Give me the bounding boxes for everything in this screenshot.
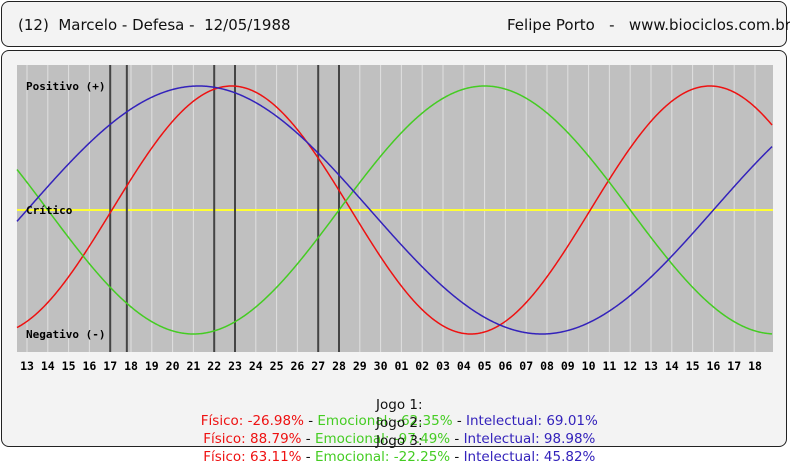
x-tick-label: 16: [706, 359, 720, 373]
legend-emocional-value: Emocional: -97.49%: [314, 431, 451, 447]
header-panel: (12) Marcelo - Defesa - 12/05/1988 Felip…: [1, 1, 790, 47]
positive-level-label: Positivo (+): [26, 80, 105, 93]
legend-intelectual-value: Intelectual: 98.98%: [463, 431, 596, 447]
negative-level-label: Negativo (-): [26, 328, 105, 341]
x-tick-label: 30: [374, 359, 388, 373]
x-tick-label: 19: [145, 359, 159, 373]
legend-emocional-value: Emocional: -22.25%: [314, 449, 451, 465]
chart-subject-title: (12) Marcelo - Defesa - 12/05/1988: [18, 16, 291, 34]
x-tick-label: 05: [478, 359, 492, 373]
x-tick-label: 27: [311, 359, 325, 373]
legend-separator: -: [301, 431, 315, 447]
x-tick-label: 26: [290, 359, 304, 373]
x-tick-label: 11: [602, 359, 616, 373]
x-tick-label: 14: [665, 359, 679, 373]
critical-level-label: Crítico: [26, 204, 73, 217]
legend-row-3: Jogo 3: Físico: 63.11% - Emocional: -22.…: [0, 417, 790, 465]
author-site-label: Felipe Porto - www.biociclos.com.br: [507, 16, 790, 34]
x-tick-label: 23: [228, 359, 242, 373]
x-tick-label: 25: [270, 359, 284, 373]
x-tick-label: 16: [82, 359, 96, 373]
legend-fisico-value: Físico: 88.79%: [203, 431, 302, 447]
x-tick-label: 13: [644, 359, 658, 373]
legend-emocional-value: Emocional: -62.35%: [317, 413, 453, 429]
legend-separator: -: [303, 413, 318, 429]
x-tick-label: 15: [62, 359, 76, 373]
legend-separator: -: [452, 413, 467, 429]
legend-intelectual-value: Intelectual: 69.01%: [466, 413, 598, 429]
legend-row-2: Jogo 2: Físico: 88.79% - Emocional: -97.…: [0, 399, 790, 447]
x-tick-label: 01: [394, 359, 408, 373]
series-line-emocional: [16, 85, 773, 335]
legend-fisico-value: Físico: -26.98%: [200, 413, 304, 429]
x-tick-label: 17: [727, 359, 741, 373]
x-tick-label: 17: [103, 359, 117, 373]
legend-game-label: Jogo 1:: [376, 397, 423, 413]
x-tick-label: 07: [519, 359, 533, 373]
x-tick-label: 28: [332, 359, 346, 373]
legend-game-label: Jogo 2:: [376, 415, 423, 431]
series-lines: [16, 85, 773, 335]
x-tick-label: 29: [353, 359, 367, 373]
biorhythm-chart: Positivo (+) Crítico Negativo (-) 13 14 15…: [16, 65, 773, 373]
x-tick-label: 04: [457, 359, 471, 373]
legend-intelectual-value: Intelectual: 45.82%: [463, 449, 596, 465]
x-tick-label: 15: [686, 359, 700, 373]
legend-fisico-value: Físico: 63.11%: [203, 449, 302, 465]
x-tick-label: 14: [41, 359, 55, 373]
x-tick-label: 02: [415, 359, 429, 373]
series-line-fisico: [16, 85, 773, 335]
x-tick-label: 20: [166, 359, 180, 373]
x-tick-label: 22: [207, 359, 221, 373]
legend-row-1: Jogo 1: Físico: -26.98% - Emocional: -62…: [0, 381, 790, 429]
series-line-intelectual: [16, 85, 773, 335]
x-tick-label: 10: [582, 359, 596, 373]
legend-game-label: Jogo 3:: [376, 433, 423, 449]
x-tick-label: 12: [623, 359, 637, 373]
x-tick-label: 24: [249, 359, 263, 373]
x-tick-label: 09: [561, 359, 575, 373]
x-tick-labels: 13 14 15 16 17 18 19 20 21 22 23 24 25 26 27 28 29 30 01 02…: [20, 359, 762, 373]
x-tick-label: 08: [540, 359, 554, 373]
plot-background: [17, 65, 773, 352]
x-tick-label: 13: [20, 359, 34, 373]
legend-separator: -: [301, 449, 315, 465]
legend-separator: -: [450, 449, 464, 465]
x-tick-label: 18: [124, 359, 138, 373]
x-tick-label: 03: [436, 359, 450, 373]
legend-separator: -: [450, 431, 464, 447]
x-tick-label: 18: [748, 359, 762, 373]
x-tick-label: 21: [186, 359, 200, 373]
x-tick-label: 06: [498, 359, 512, 373]
